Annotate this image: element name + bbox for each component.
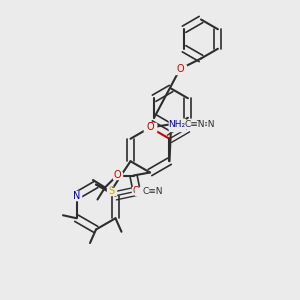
Text: C≡N: C≡N <box>195 120 215 129</box>
Bar <box>106 188 116 195</box>
Bar <box>135 188 150 195</box>
Text: O: O <box>133 185 140 196</box>
Text: NH₂: NH₂ <box>168 120 186 129</box>
Bar <box>169 119 185 130</box>
Text: S: S <box>108 186 114 196</box>
Bar <box>187 122 203 129</box>
Bar <box>144 123 156 132</box>
Text: N: N <box>73 191 80 201</box>
Bar <box>112 172 122 179</box>
Text: NH₂: NH₂ <box>168 120 186 129</box>
Bar <box>144 123 156 132</box>
Bar <box>73 192 80 200</box>
Text: O: O <box>146 122 154 133</box>
Bar <box>174 64 186 74</box>
Bar <box>186 121 204 128</box>
Bar <box>72 191 81 200</box>
Text: O: O <box>113 170 121 181</box>
Text: C≡N: C≡N <box>142 187 163 196</box>
Bar <box>169 118 184 130</box>
Text: N: N <box>73 191 80 201</box>
Bar <box>132 187 141 194</box>
Text: C≡N: C≡N <box>185 120 205 129</box>
Text: O: O <box>146 122 154 133</box>
Text: O: O <box>176 64 184 74</box>
